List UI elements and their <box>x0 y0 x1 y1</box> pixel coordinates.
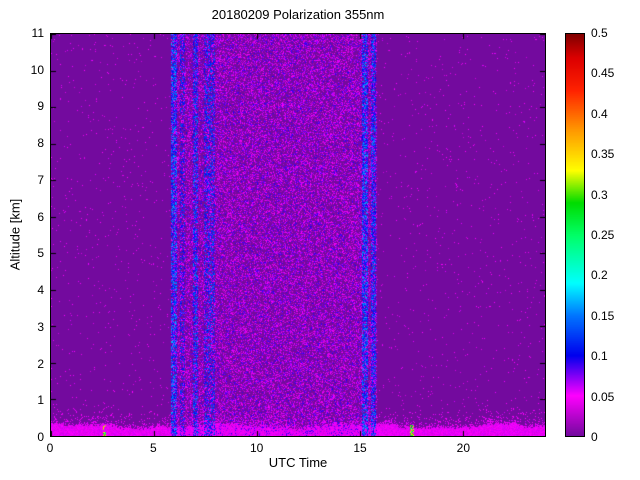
colorbar-tick-label: 0.2 <box>591 268 608 283</box>
x-tick-label: 10 <box>249 441 264 455</box>
y-tick-label: 10 <box>30 62 44 77</box>
colorbar-tick-label: 0.15 <box>591 308 615 323</box>
x-tick-label: 20 <box>456 441 470 455</box>
x-tick-label: 15 <box>353 441 367 455</box>
colorbar-tick-label: 0.35 <box>591 147 615 162</box>
colorbar <box>565 33 585 437</box>
y-tick-label: 1 <box>37 393 44 408</box>
x-axis-label: UTC Time <box>268 455 328 470</box>
colorbar-tick-label: 0.1 <box>591 349 608 364</box>
plot-area <box>50 33 546 437</box>
colorbar-tick-label: 0.3 <box>591 187 608 202</box>
y-tick-label: 3 <box>37 319 44 334</box>
y-axis-label: Altitude [km] <box>7 198 23 271</box>
y-tick-label: 11 <box>31 26 44 40</box>
colorbar-tick-label: 0.5 <box>591 26 608 40</box>
y-tick-label: 2 <box>37 356 44 371</box>
x-tick-label: 0 <box>46 441 54 455</box>
colorbar-tick-label: 0 <box>591 430 598 444</box>
y-tick-label: 9 <box>37 99 44 114</box>
y-tick-label: 8 <box>37 136 44 151</box>
colorbar-canvas <box>566 34 584 436</box>
y-tick-label: 0 <box>37 430 44 444</box>
colorbar-tick-label: 0.45 <box>591 66 615 81</box>
colorbar-tick-label: 0.25 <box>591 228 615 242</box>
x-tick-label: 5 <box>149 441 157 455</box>
colorbar-tick-label: 0.05 <box>591 389 615 404</box>
heatmap-canvas <box>51 34 545 436</box>
colorbar-tick-label: 0.4 <box>591 106 608 121</box>
chart-title: 20180209 Polarization 355nm <box>211 7 385 22</box>
